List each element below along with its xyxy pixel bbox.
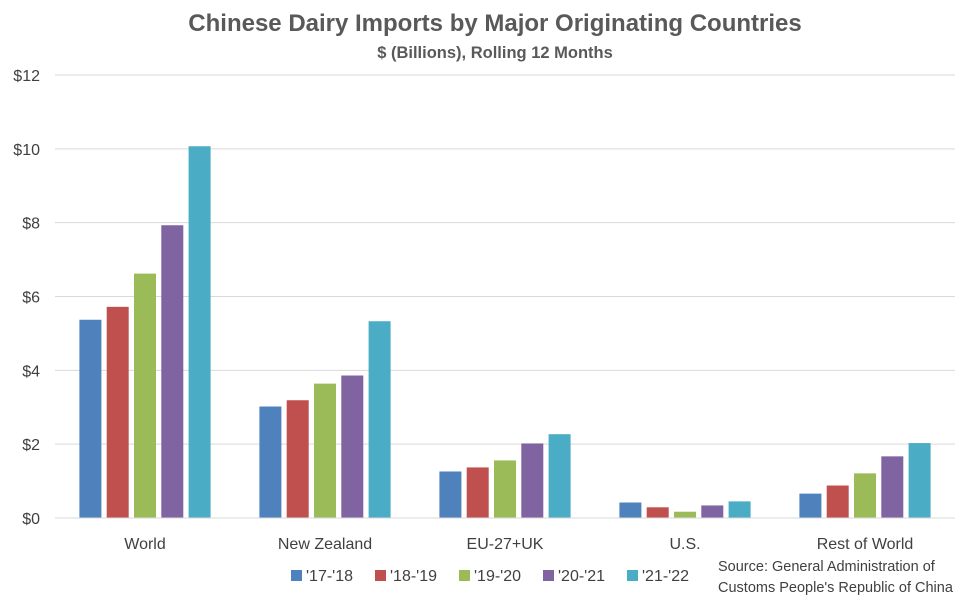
y-tick-label: $10 (13, 142, 40, 159)
bar (314, 383, 336, 518)
bar (439, 471, 462, 518)
source-line-1: Source: General Administration of (718, 559, 936, 575)
bar (701, 505, 724, 518)
bar (259, 406, 282, 518)
bar (161, 225, 184, 518)
legend-swatch (375, 570, 386, 581)
x-tick-label: U.S. (669, 536, 700, 553)
bar (134, 273, 156, 518)
category-group (799, 443, 931, 518)
y-tick-label: $12 (13, 68, 40, 85)
legend-item: '20-'21 (543, 568, 605, 585)
legend-swatch (627, 570, 638, 581)
legend-label: '17-'18 (306, 568, 353, 585)
legend-swatch (543, 570, 554, 581)
legend: '17-'18 '18-'19 '19-'20 '20-'21 '21-'22 (291, 568, 689, 585)
chart-title: Chinese Dairy Imports by Major Originati… (188, 10, 801, 37)
bar (728, 501, 751, 518)
bar (619, 502, 642, 518)
y-tick-label: $4 (22, 363, 40, 380)
legend-label: '19-'20 (474, 568, 521, 585)
bar (521, 443, 544, 518)
bar (799, 493, 822, 518)
x-tick-label: EU-27+UK (467, 536, 544, 553)
chart-subtitle: $ (Billions), Rolling 12 Months (377, 44, 613, 62)
category-group (259, 321, 391, 518)
x-tick-label: New Zealand (278, 536, 372, 553)
legend-label: '21-'22 (642, 568, 689, 585)
legend-item: '18-'19 (375, 568, 437, 585)
legend-label: '18-'19 (390, 568, 437, 585)
category-group (79, 146, 211, 519)
bar (854, 473, 876, 518)
bar (548, 434, 571, 518)
legend-item: '19-'20 (459, 568, 521, 585)
y-tick-label: $6 (22, 290, 40, 307)
y-tick-label: $2 (22, 437, 40, 454)
bar (674, 511, 696, 518)
y-axis-ticks: $0 $2 $4 $6 $8 $10 $12 (13, 68, 40, 528)
bar (341, 375, 364, 518)
category-group (439, 434, 571, 518)
x-tick-label: Rest of World (817, 536, 914, 553)
legend-swatch (459, 570, 470, 581)
bar (826, 485, 849, 518)
legend-swatch (291, 570, 302, 581)
bar (79, 319, 102, 518)
x-tick-label: World (124, 536, 166, 553)
bar (881, 456, 904, 518)
bar (646, 507, 669, 518)
x-axis-ticks: World New Zealand EU-27+UK U.S. Rest of Worl… (124, 536, 913, 553)
category-group (619, 501, 751, 518)
bar (368, 321, 391, 518)
bar (908, 443, 931, 518)
legend-item: '21-'22 (627, 568, 689, 585)
legend-label: '20-'21 (558, 568, 605, 585)
y-tick-label: $0 (22, 511, 40, 528)
legend-item: '17-'18 (291, 568, 353, 585)
bar (466, 467, 489, 518)
y-tick-label: $8 (22, 216, 40, 233)
bar (106, 306, 129, 518)
bar (494, 460, 516, 518)
bar (188, 146, 211, 519)
bars (79, 146, 931, 519)
source-line-2: Customs People's Republic of China (718, 580, 954, 596)
bar (286, 400, 309, 518)
